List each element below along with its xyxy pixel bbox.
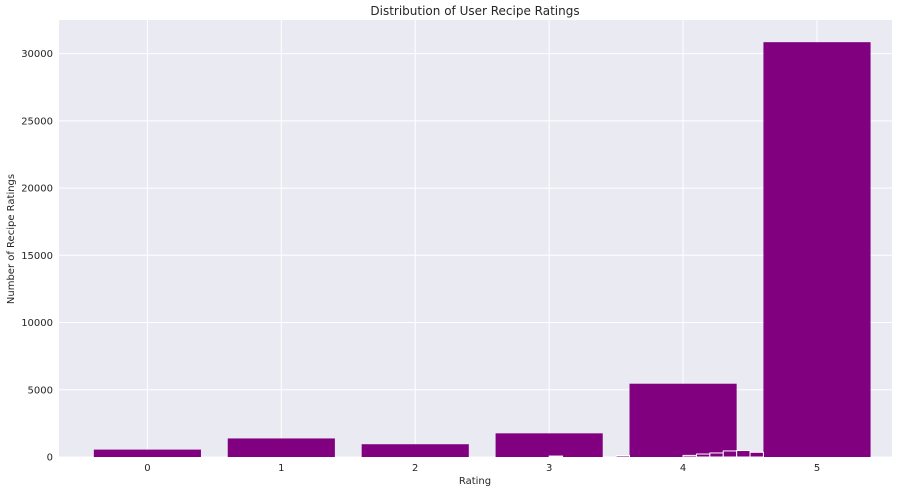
- bar-rating-4.4: [736, 450, 751, 458]
- bar-rating-3.5: [615, 455, 631, 458]
- y-axis-label: Number of Recipe Ratings: [6, 174, 17, 304]
- y-tick-label: 20000: [21, 184, 53, 195]
- x-tick-label: 0: [144, 463, 150, 474]
- x-tick-label: 1: [278, 463, 284, 474]
- bar-rating-0: [93, 449, 201, 457]
- grid-lines: [59, 20, 892, 458]
- plot-background: [59, 20, 892, 457]
- y-tick-labels: 0 5000 10000 15000 20000 25000 30000: [21, 49, 53, 463]
- y-tick-label: 10000: [21, 318, 53, 329]
- y-tick-label: 5000: [28, 385, 53, 396]
- x-tick-labels: 0 1 2 3 4 5: [144, 463, 820, 474]
- y-tick-label: 30000: [21, 49, 53, 60]
- x-tick-label: 3: [546, 463, 552, 474]
- bar-rating-5: [763, 42, 871, 457]
- bar-rating-4.2: [709, 452, 724, 458]
- bar-rating-4.5: [749, 451, 764, 458]
- bar-rating-3: [495, 433, 603, 457]
- y-tick-label: 25000: [21, 116, 53, 127]
- x-tick-label: 2: [412, 463, 418, 474]
- bars: [93, 42, 871, 458]
- bar-rating-2: [361, 444, 469, 457]
- bar-rating-1: [227, 438, 335, 457]
- x-axis-label: Rating: [459, 476, 491, 487]
- bar-rating-4: [682, 454, 697, 458]
- bar-rating-3: [548, 455, 564, 458]
- bar-rating-4.3: [722, 450, 738, 458]
- y-tick-label: 0: [47, 453, 53, 464]
- y-tick-label: 15000: [21, 251, 53, 262]
- bar-rating-4: [629, 383, 737, 457]
- x-tick-label: 4: [680, 463, 686, 474]
- chart-title: Distribution of User Recipe Ratings: [370, 4, 579, 18]
- x-tick-label: 5: [814, 463, 820, 474]
- bar-rating-4.1: [695, 453, 711, 458]
